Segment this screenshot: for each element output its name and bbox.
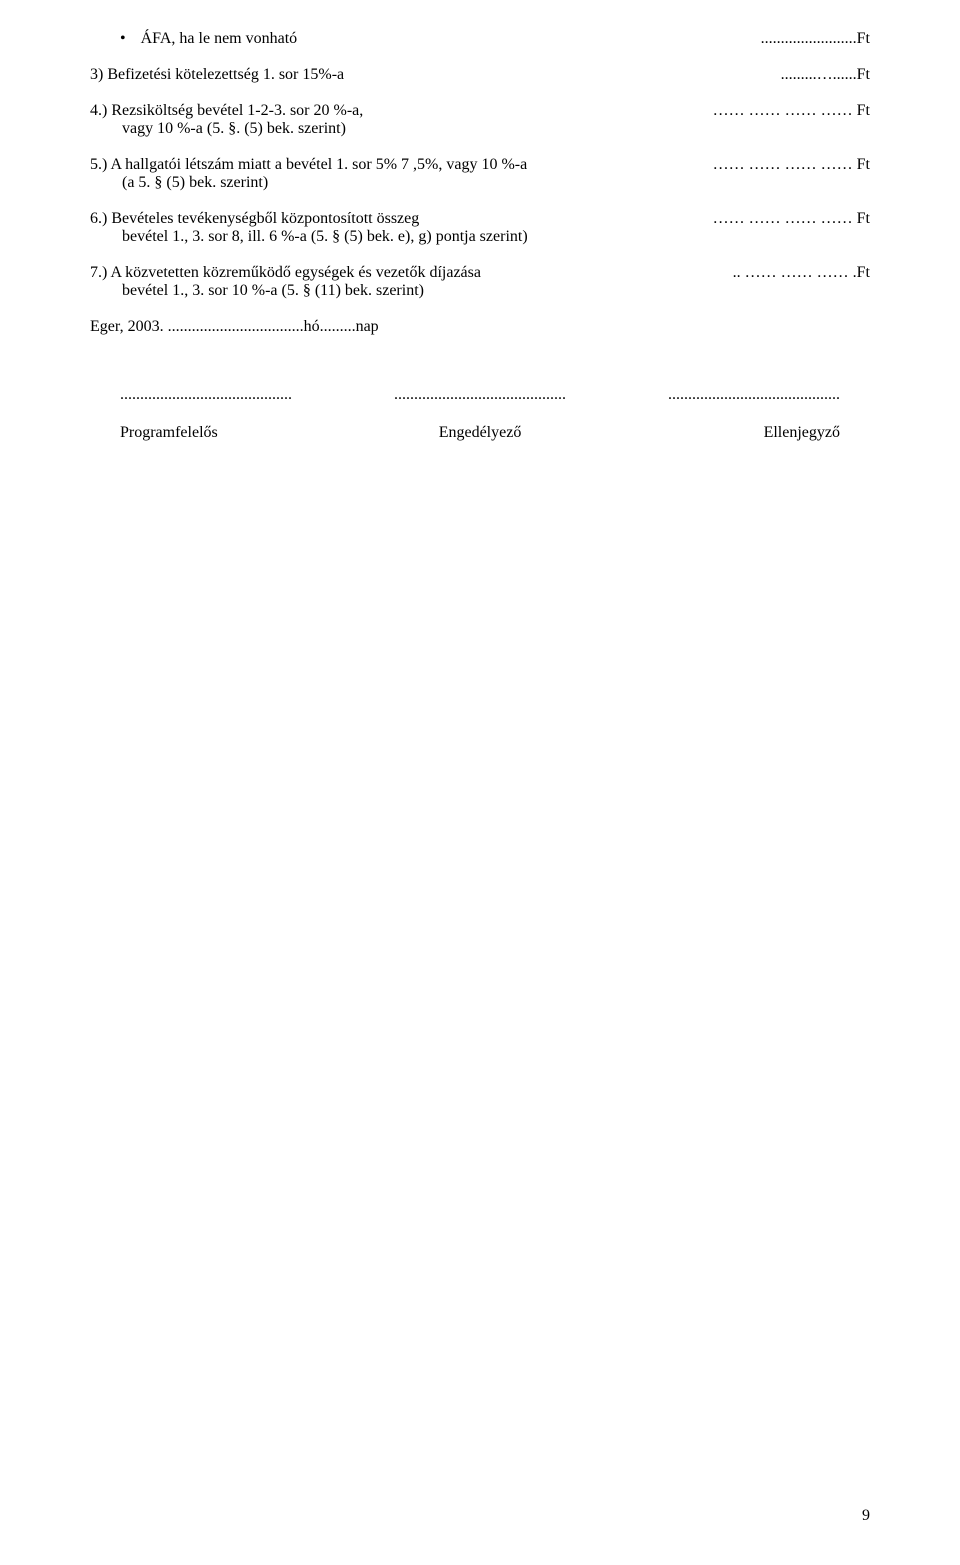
item-text: 3) Befizetési kötelezettség 1. sor 15%-a [90, 66, 781, 84]
signature-label-1: Programfelelős [90, 424, 360, 442]
item-row-5: 5.) A hallgatói létszám miatt a bevétel … [90, 156, 870, 192]
item-text: 4.) Rezsiköltség bevétel 1-2-3. sor 20 %… [90, 102, 713, 138]
item-main: 5.) A hallgatói létszám miatt a bevétel … [90, 156, 693, 174]
item-main: 3) Befizetési kötelezettség 1. sor 15%-a [90, 66, 761, 84]
signature-label-3: Ellenjegyző [600, 424, 870, 442]
item-text: 5.) A hallgatói létszám miatt a bevétel … [90, 156, 713, 192]
item-row-7: 7.) A közvetetten közreműködő egységek é… [90, 264, 870, 300]
item-sub: bevétel 1., 3. sor 10 %-a (5. § (11) bek… [122, 282, 713, 300]
signature-labels-row: Programfelelős Engedélyező Ellenjegyző [90, 424, 870, 442]
item-sub: (a 5. § (5) bek. szerint) [122, 174, 693, 192]
signature-dots-2: ........................................… [360, 386, 600, 404]
signature-dots-3: ........................................… [600, 386, 870, 404]
bullet-marker: • [120, 30, 126, 47]
item-value: …… …… …… …… Ft [713, 102, 870, 138]
item-row-6: 6.) Bevételes tevékenységből központosít… [90, 210, 870, 246]
item-sub: vagy 10 %-a (5. §. (5) bek. szerint) [122, 120, 693, 138]
bullet-label: ÁFA, ha le nem vonható [141, 30, 298, 47]
item-text: 7.) A közvetetten közreműködő egységek é… [90, 264, 733, 300]
item-row-3: 3) Befizetési kötelezettség 1. sor 15%-a… [90, 66, 870, 84]
page-number: 9 [862, 1507, 870, 1525]
item-text: 6.) Bevételes tevékenységből központosít… [90, 210, 713, 246]
bullet-text: • ÁFA, ha le nem vonható [120, 30, 297, 48]
item-sub: bevétel 1., 3. sor 8, ill. 6 %-a (5. § (… [122, 228, 693, 246]
date-line: Eger, 2003. ............................… [90, 318, 870, 336]
item-main: 6.) Bevételes tevékenységből központosít… [90, 210, 693, 228]
item-value: .........…......Ft [781, 66, 870, 84]
bullet-item: • ÁFA, ha le nem vonható ................… [120, 30, 870, 48]
signature-dots-row: ........................................… [90, 386, 870, 404]
bullet-value: ........................Ft [761, 30, 870, 48]
item-row-4: 4.) Rezsiköltség bevétel 1-2-3. sor 20 %… [90, 102, 870, 138]
signature-label-2: Engedélyező [360, 424, 600, 442]
item-value: …… …… …… …… Ft [713, 210, 870, 246]
signature-dots-1: ........................................… [90, 386, 360, 404]
item-value: .. …… …… …… .Ft [733, 264, 870, 300]
item-value: …… …… …… …… Ft [713, 156, 870, 192]
item-main: 4.) Rezsiköltség bevétel 1-2-3. sor 20 %… [90, 102, 693, 120]
item-main: 7.) A közvetetten közreműködő egységek é… [90, 264, 713, 282]
